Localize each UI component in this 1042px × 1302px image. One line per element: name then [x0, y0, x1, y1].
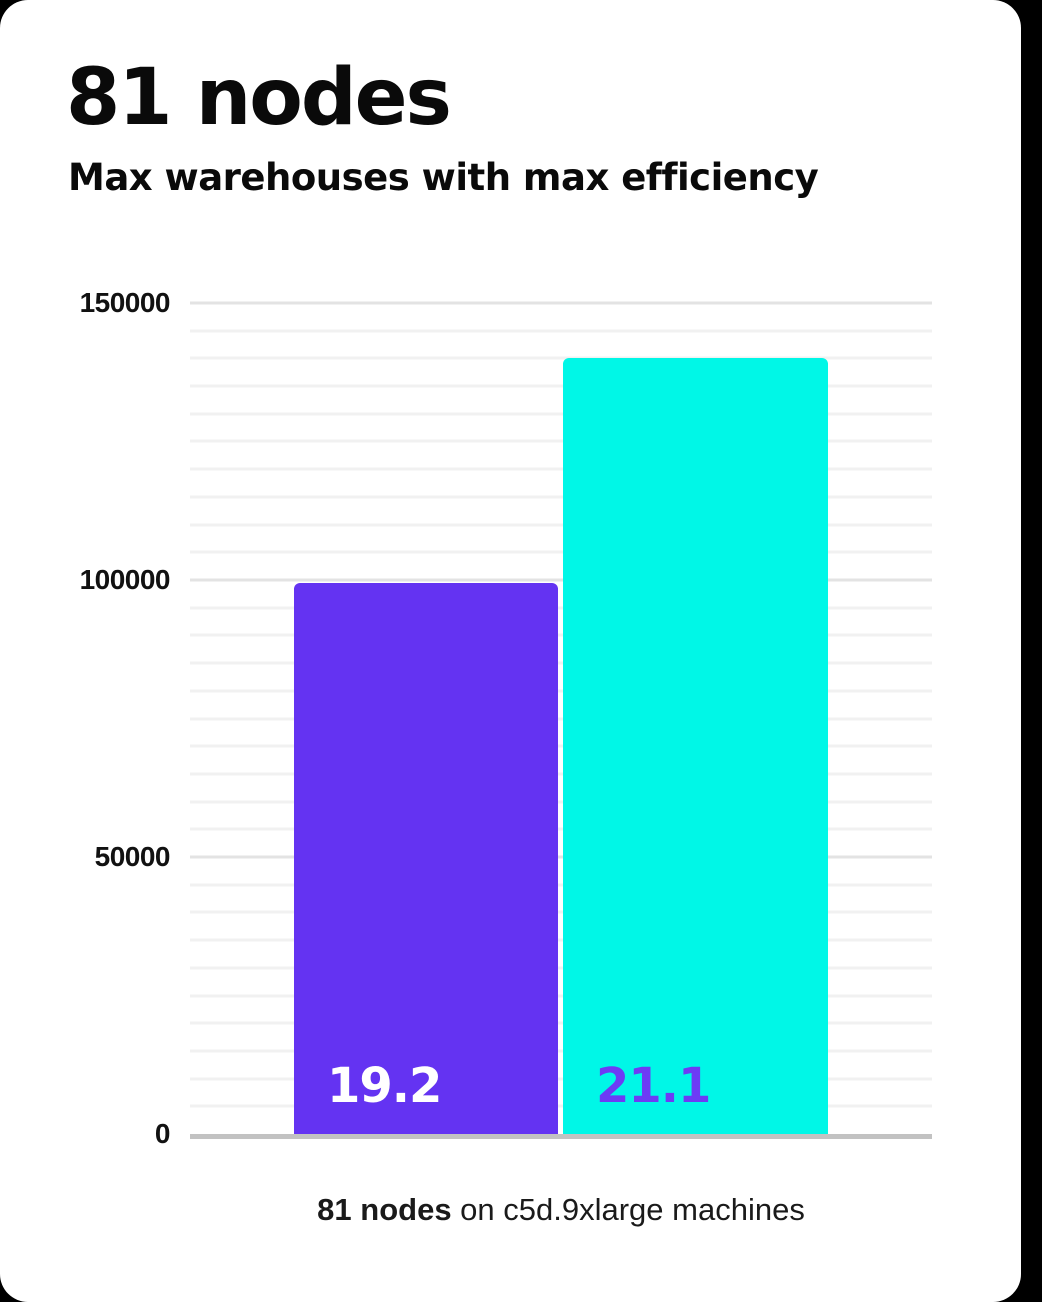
gridline: [190, 717, 932, 720]
gridline: [190, 467, 932, 471]
gridline: [190, 661, 932, 665]
gridline: [190, 301, 932, 305]
y-tick-label: 100000: [79, 563, 171, 595]
gridline: [190, 578, 932, 582]
caption-regular-text: on c5d.9xlarge machines: [451, 1192, 805, 1227]
bar: 19.2: [294, 582, 558, 1134]
y-tick-label: 150000: [79, 287, 171, 318]
chart-subtitle: Max warehouses with max efficiency: [68, 156, 819, 199]
gridline: [190, 994, 932, 997]
gridline: [190, 689, 932, 693]
gridline: [190, 800, 932, 804]
gridline: [190, 772, 932, 776]
gridline: [190, 550, 932, 554]
y-tick-label: 0: [154, 1118, 171, 1149]
gridline: [190, 356, 932, 360]
gridline: [190, 910, 932, 914]
gridline: [190, 633, 932, 637]
gridline: [190, 412, 932, 416]
gridline: [190, 966, 932, 970]
gridline: [190, 938, 932, 942]
gridline: [190, 1049, 932, 1053]
gridline: [190, 1021, 932, 1025]
gridline: [190, 495, 932, 499]
bar: 21.1: [563, 358, 828, 1134]
gridline: [190, 439, 932, 443]
caption-bold-text: 81 nodes: [317, 1192, 452, 1227]
gridline: [190, 883, 932, 887]
gridline: [190, 744, 932, 748]
bar-value-label: 21.1: [596, 1058, 711, 1114]
bar-value-label: 19.2: [327, 1058, 442, 1114]
gridline: [190, 523, 932, 527]
plot-area: 19.2 21.1: [190, 301, 932, 1139]
gridline: [190, 1104, 932, 1108]
gridline: [190, 606, 932, 610]
chart-card: 81 nodes Max warehouses with max efficie…: [0, 0, 1021, 1302]
y-tick-label: 50000: [94, 840, 171, 872]
gridline: [190, 855, 932, 859]
chart-title: 81 nodes: [66, 53, 452, 143]
gridline: [190, 384, 932, 388]
gridline: [190, 827, 932, 831]
gridline: [190, 1077, 932, 1081]
gridline: [190, 329, 932, 333]
chart-caption: 81 nodes on c5d.9xlarge machines: [190, 1192, 932, 1228]
x-axis-line: [190, 1134, 932, 1139]
y-axis-labels: 150000 100000 50000 0: [0, 287, 171, 1149]
